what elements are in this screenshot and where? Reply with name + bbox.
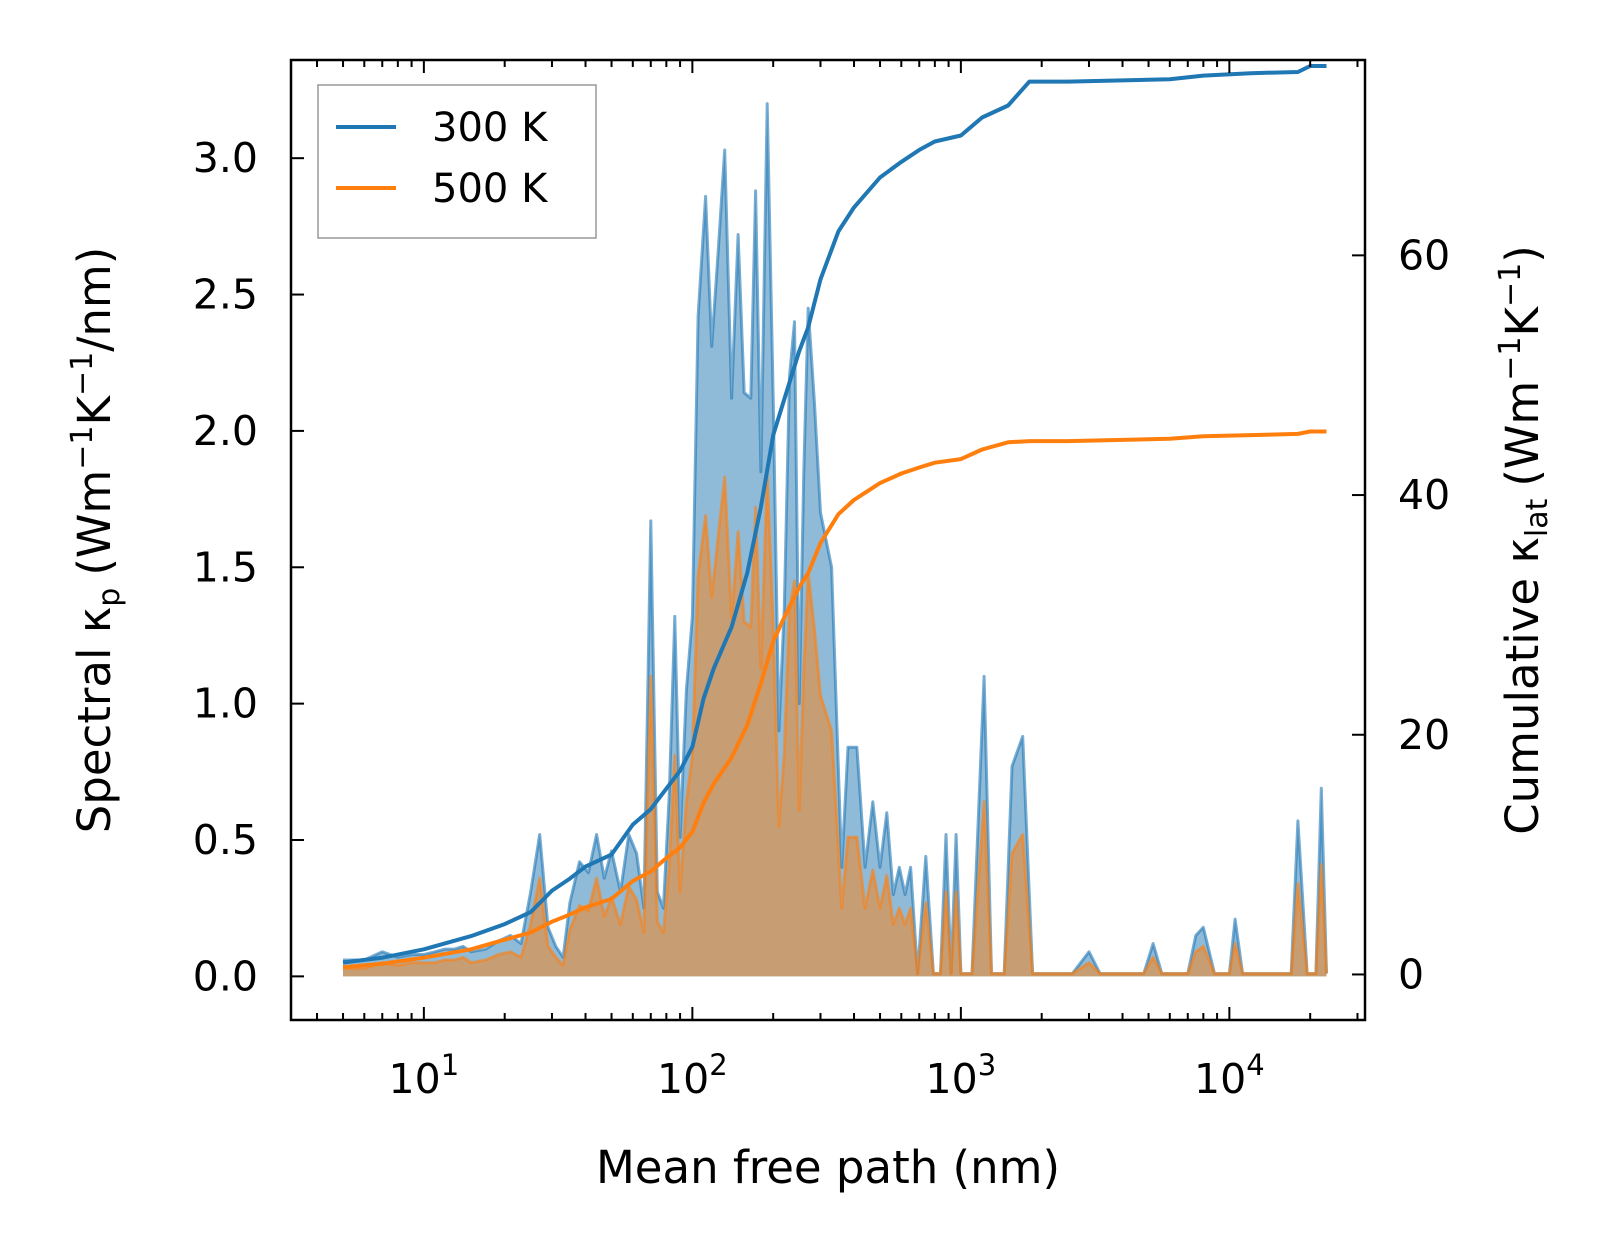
y-right-tick-label: 60 xyxy=(1398,231,1450,279)
y-left-tick-label: 3.0 xyxy=(193,134,258,182)
cumulative-line-500k xyxy=(342,429,1327,970)
left-axis-title-unit: (Wm−1K−1/nm) xyxy=(65,247,121,576)
x-tick-label: 102 xyxy=(657,1048,728,1103)
y-left-tick-label: 1.5 xyxy=(193,543,258,591)
plot-frame xyxy=(289,58,1367,1022)
right-axis-title: Cumulative κlat(Wm−1K−1) xyxy=(1493,245,1555,835)
x-tick-label-base: 10 xyxy=(657,1055,709,1103)
x-tick-label-base: 10 xyxy=(389,1055,441,1103)
x-tick-label-exponent: 1 xyxy=(441,1048,459,1082)
y-left-tick-label: 2.5 xyxy=(193,271,258,319)
right-axis-title-sub: lat xyxy=(1520,498,1555,537)
x-tick-label: 104 xyxy=(1194,1048,1265,1103)
right-axis-title-main: Cumulative κ xyxy=(1496,537,1549,835)
left-axis-title-sub: p xyxy=(92,588,127,607)
spectral-line-300k xyxy=(343,102,1328,976)
y-right-tick-label: 20 xyxy=(1398,711,1450,759)
legend-label-500k: 500 K xyxy=(432,166,549,212)
y-left-tick-label: 0.5 xyxy=(193,816,258,864)
spectral-line-500k xyxy=(343,473,1328,976)
spectral-fill-500k xyxy=(343,474,1327,977)
y-left-tick-label: 1.0 xyxy=(193,680,258,728)
x-axis-title: Mean free path (nm) xyxy=(596,1141,1060,1194)
legend-box xyxy=(317,84,597,239)
spectral-fills xyxy=(343,102,1328,977)
y-left-tick-label: 2.0 xyxy=(193,407,258,455)
y-right-tick-label: 0 xyxy=(1398,950,1424,998)
cumulative-lines xyxy=(342,64,1327,970)
left-axis-title: Spectral κp (Wm−1K−1/nm) xyxy=(65,247,127,834)
x-tick-label: 101 xyxy=(389,1048,460,1103)
x-tick-label-exponent: 4 xyxy=(1246,1048,1264,1082)
left-axis-title-main: Spectral κ xyxy=(68,607,121,834)
y-left-tick-label: 0.0 xyxy=(193,952,258,1000)
cumulative-line-300k xyxy=(342,64,1327,965)
x-tick-label-exponent: 2 xyxy=(709,1048,727,1082)
legend-label-300k: 300 K xyxy=(432,105,549,151)
legend: 300 K 500 K xyxy=(317,84,597,239)
x-tick-label: 103 xyxy=(926,1048,997,1103)
x-tick-label-exponent: 3 xyxy=(978,1048,996,1082)
x-tick-label-base: 10 xyxy=(926,1055,978,1103)
x-tick-label-base: 10 xyxy=(1194,1055,1246,1103)
y-right-tick-label: 40 xyxy=(1398,471,1450,519)
